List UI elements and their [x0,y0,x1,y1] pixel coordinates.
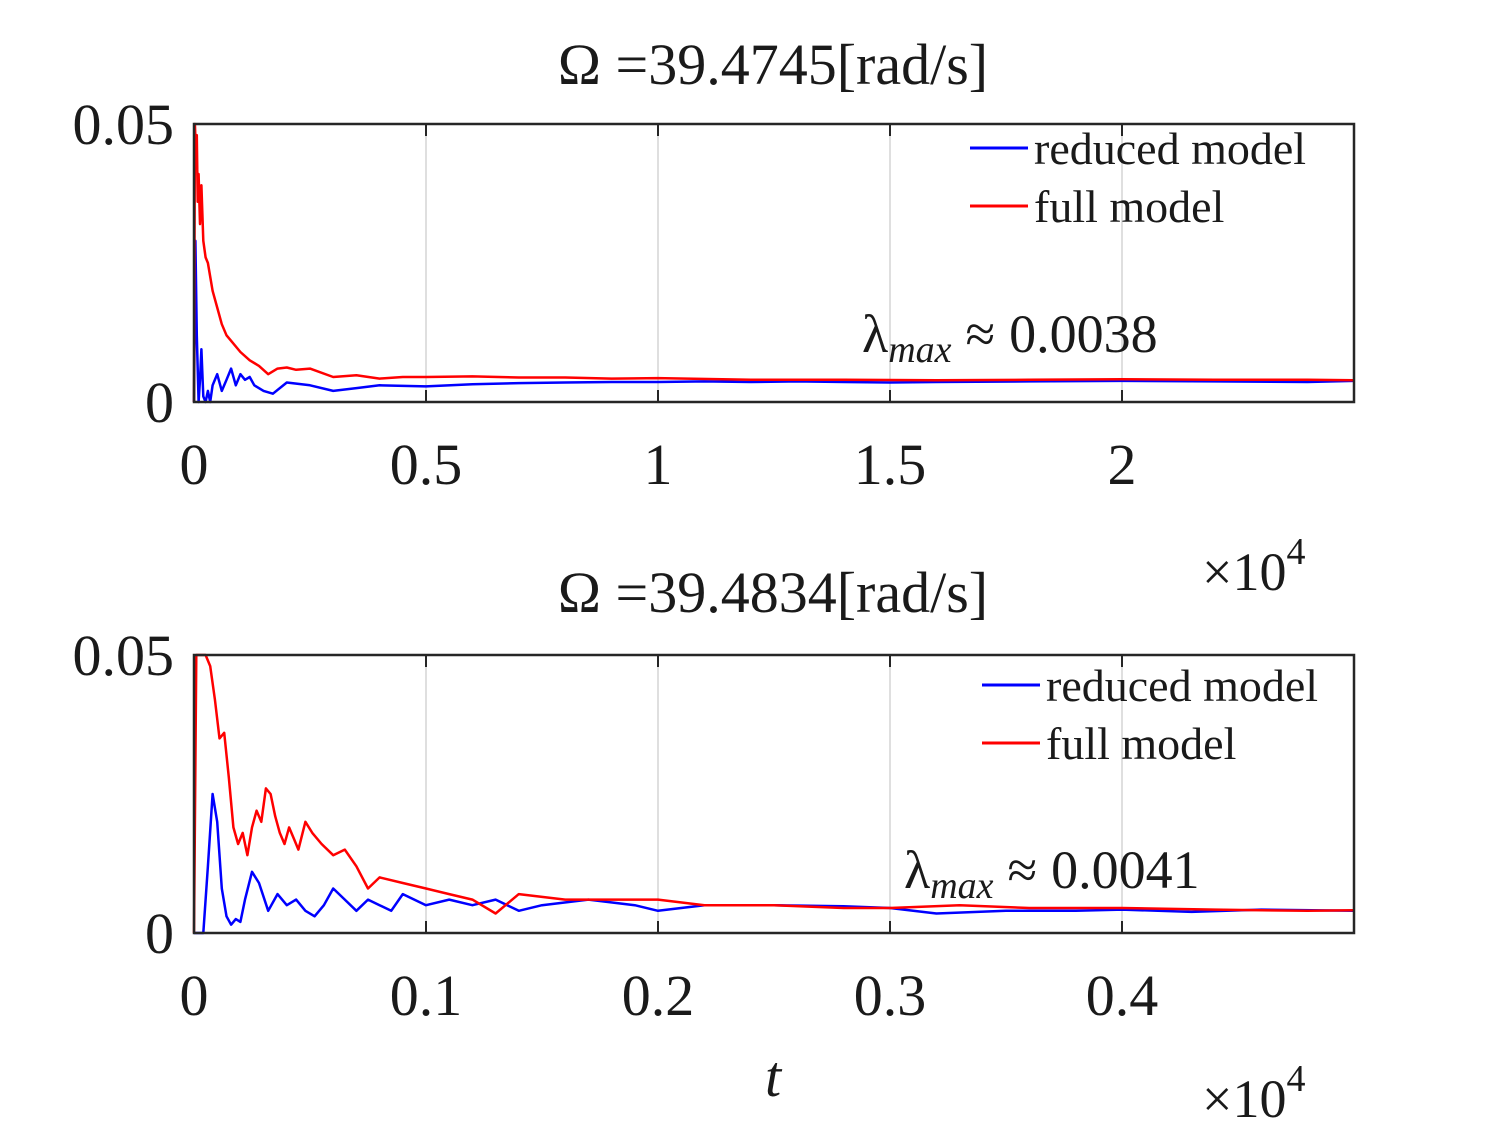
top-lambda-value: 0.0038 [1009,304,1158,364]
bottom-grid [425,655,1123,933]
top-x-tick-label: 1.5 [854,432,927,497]
bottom-lambda-subscript: max [930,865,993,907]
top-legend-label-reduced: reduced model [1034,123,1306,174]
bottom-lambda-approx: ≈ [1008,840,1038,900]
bottom-y-tick-label: 0 [145,901,174,966]
bottom-axes-box [192,653,1356,935]
bottom-lambda-annotation: λmax ≈0.0041 [904,840,1200,907]
top-axes-box [192,122,1356,404]
bottom-legend: reduced model full model [982,660,1318,769]
top-legend-label-full: full model [1034,181,1224,232]
bottom-x-axis-label: t [765,1044,783,1109]
top-lambda-symbol: λ [862,304,888,364]
top-series-full-line [192,122,1355,403]
bottom-y-tick-label: 0.05 [73,623,175,688]
bottom-series [192,653,1355,935]
bottom-legend-label-full: full model [1046,718,1236,769]
top-y-tick-label: 0 [145,370,174,435]
top-x-tick-label: 2 [1108,432,1137,497]
bottom-x-multiplier-base: ×10 [1202,1069,1286,1122]
top-series [192,122,1355,404]
bottom-lambda-symbol: λ [904,840,930,900]
bottom-ticks: 0 0.1 0.2 0.3 0.4 0 0.05 [73,623,1354,1028]
bottom-lambda-value: 0.0041 [1051,840,1200,900]
top-ticks: 0 0.5 1 1.5 2 0 0.05 [73,92,1354,497]
top-series-reduced-line [192,239,1355,404]
bottom-x-tick-label: 0.4 [1086,963,1159,1028]
bottom-x-tick-label: 0.3 [854,963,927,1028]
top-lambda-subscript: max [888,329,951,371]
top-legend: reduced model full model [970,123,1306,232]
bottom-series-full-line [192,653,1355,934]
top-x-multiplier: ×104 [1202,531,1305,602]
top-y-tick-label: 0.05 [73,92,175,157]
top-subplot-title: Ω =39.4745[rad/s] [558,32,988,97]
top-grid [425,124,1123,402]
top-lambda-annotation: λmax ≈0.0038 [862,304,1158,371]
top-x-multiplier-exponent: 4 [1286,531,1305,573]
bottom-subplot-title: Ω =39.4834[rad/s] [558,560,988,625]
top-x-tick-label: 0 [180,432,209,497]
bottom-x-tick-label: 0 [180,963,209,1028]
top-x-multiplier-base: ×10 [1202,542,1286,602]
bottom-x-multiplier-exponent: 4 [1286,1058,1305,1100]
top-x-tick-label: 1 [644,432,673,497]
top-subplot: Ω =39.4745[rad/s] 0 0.5 1 1.5 2 0 0.05 reduced… [73,32,1356,602]
bottom-legend-label-reduced: reduced model [1046,660,1318,711]
bottom-x-tick-label: 0.1 [390,963,463,1028]
bottom-x-tick-label: 0.2 [622,963,695,1028]
bottom-subplot: Ω =39.4834[rad/s] 0 0.1 0.2 0.3 0.4 0 0.05 red… [73,560,1356,1127]
top-x-tick-label: 0.5 [390,432,463,497]
top-lambda-approx: ≈ [966,304,996,364]
bottom-x-multiplier: ×104 [1202,1058,1305,1122]
